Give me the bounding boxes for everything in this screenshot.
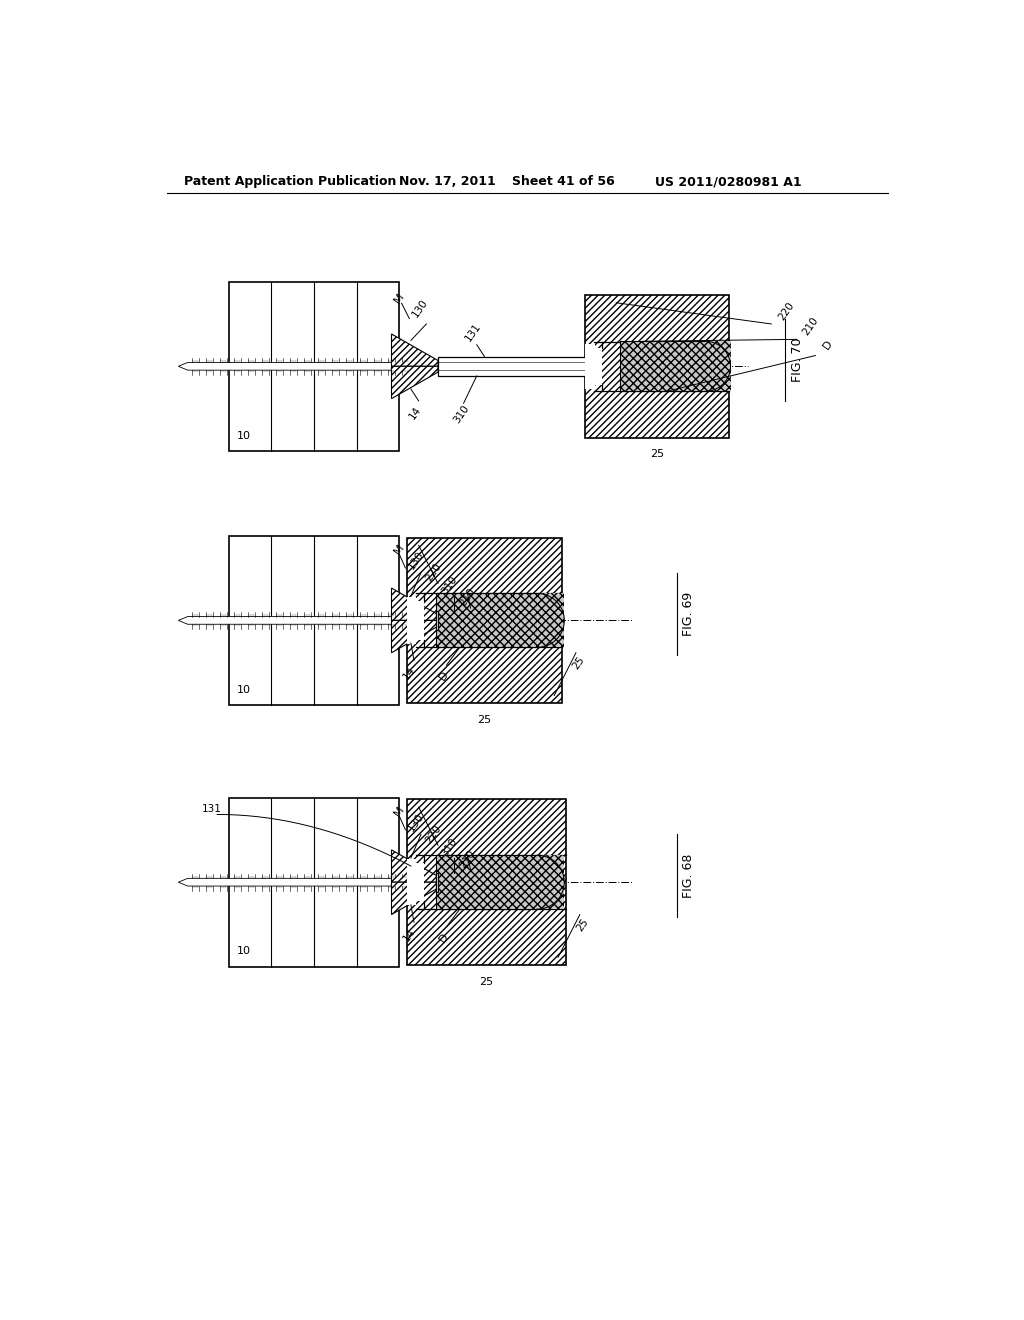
Bar (538, 594, 564, 647)
Text: 25: 25 (571, 655, 587, 671)
Bar (706, 342, 730, 391)
Text: M: M (392, 805, 407, 818)
Polygon shape (391, 367, 438, 399)
Bar (228, 797, 399, 968)
Polygon shape (391, 620, 438, 653)
Bar (436, 611, 438, 630)
Bar (586, 348, 602, 385)
Bar (538, 855, 564, 909)
Text: 210: 210 (458, 586, 477, 609)
Text: Sheet 41 of 56: Sheet 41 of 56 (512, 176, 614, 187)
Text: 310: 310 (452, 403, 471, 425)
Text: 220: 220 (777, 300, 797, 322)
Bar (586, 296, 729, 437)
Bar (586, 345, 596, 388)
Text: 210: 210 (800, 315, 820, 337)
Polygon shape (178, 363, 411, 370)
Polygon shape (391, 882, 438, 915)
Text: FIG. 69: FIG. 69 (682, 593, 695, 636)
Text: M: M (392, 292, 407, 305)
Text: M: M (392, 543, 407, 556)
Text: 25: 25 (477, 715, 492, 725)
Polygon shape (178, 616, 409, 624)
Text: 14: 14 (401, 664, 417, 681)
Text: 131: 131 (202, 804, 221, 814)
Text: 130: 130 (407, 812, 426, 833)
Text: 10: 10 (237, 685, 251, 694)
Text: D: D (821, 338, 835, 351)
Bar (407, 859, 416, 906)
Text: US 2011/0280981 A1: US 2011/0280981 A1 (655, 176, 802, 187)
Text: 130: 130 (411, 297, 430, 319)
Text: 25: 25 (650, 450, 664, 459)
Text: 220: 220 (424, 824, 443, 845)
Polygon shape (178, 878, 409, 886)
Bar (228, 536, 399, 705)
Text: FIG. 70: FIG. 70 (791, 338, 804, 383)
Bar (621, 342, 706, 391)
Text: 14: 14 (407, 404, 423, 421)
Bar (228, 281, 399, 451)
Text: 310: 310 (440, 574, 460, 595)
Text: 220: 220 (424, 562, 443, 583)
Text: D: D (437, 669, 450, 682)
Text: Nov. 17, 2011: Nov. 17, 2011 (399, 176, 496, 187)
Bar (407, 863, 424, 902)
Text: 25: 25 (575, 916, 591, 933)
Polygon shape (391, 334, 438, 367)
Bar (407, 601, 424, 640)
Text: 10: 10 (237, 430, 251, 441)
Polygon shape (391, 850, 438, 882)
Bar (436, 873, 438, 892)
Bar (407, 597, 416, 644)
Text: 130: 130 (407, 549, 426, 572)
Bar (407, 537, 562, 704)
Text: 25: 25 (479, 977, 494, 987)
Text: 131: 131 (463, 321, 482, 343)
Text: D: D (437, 932, 450, 944)
Text: 14: 14 (401, 927, 417, 942)
Text: 210: 210 (458, 849, 477, 870)
Bar (407, 800, 566, 965)
Polygon shape (391, 589, 438, 620)
Text: Patent Application Publication: Patent Application Publication (183, 176, 396, 187)
Text: 310: 310 (440, 836, 460, 858)
Bar (436, 594, 538, 647)
Bar (438, 356, 597, 376)
Text: 10: 10 (237, 946, 251, 957)
Text: FIG. 68: FIG. 68 (682, 854, 695, 898)
Bar (436, 855, 538, 909)
